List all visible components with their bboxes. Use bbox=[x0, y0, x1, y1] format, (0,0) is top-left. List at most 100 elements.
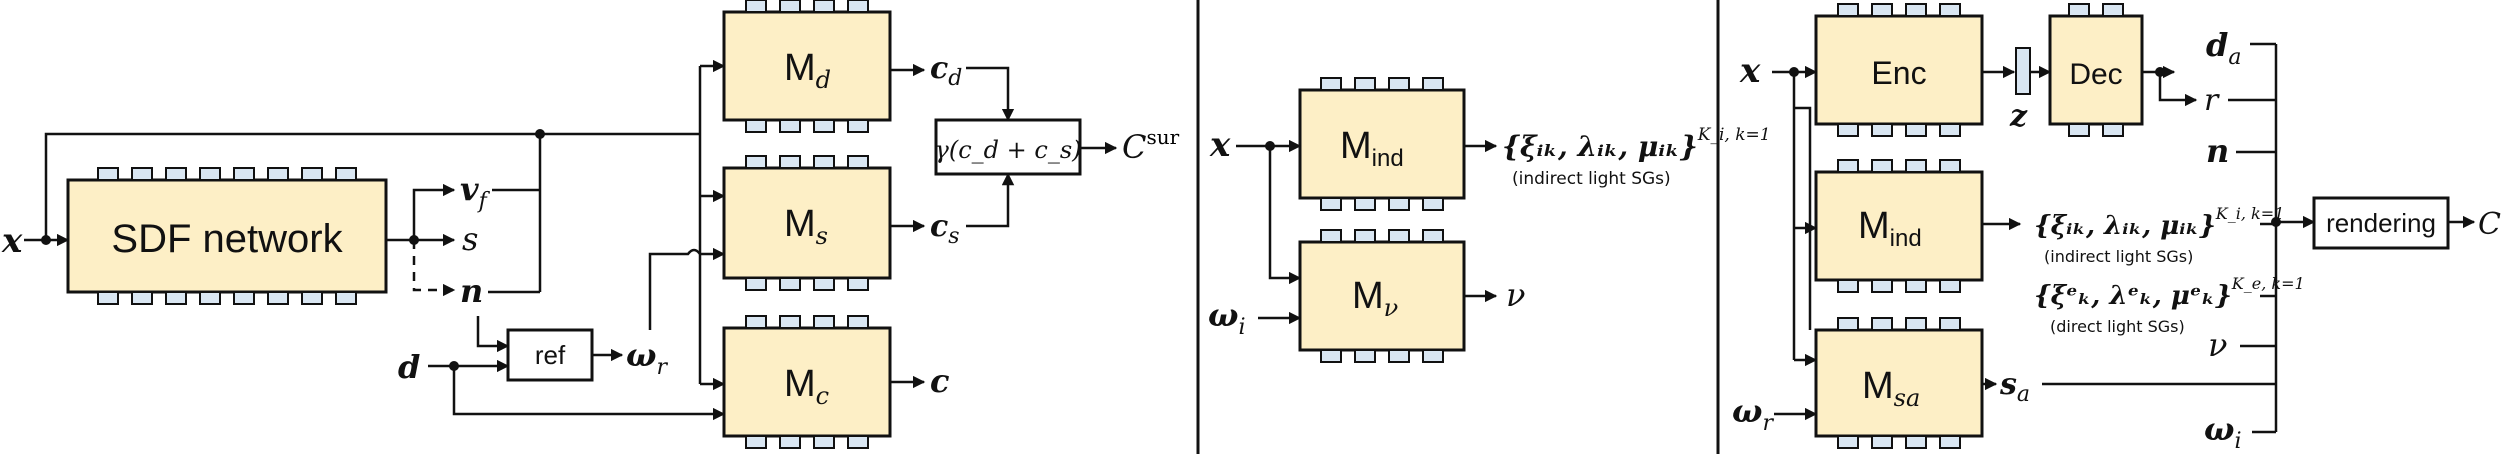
top-tab bbox=[1939, 317, 1961, 331]
bottom-tab bbox=[745, 119, 767, 133]
bottom-tab bbox=[779, 435, 801, 449]
top-tab bbox=[1871, 3, 1893, 17]
top-tab bbox=[1871, 317, 1893, 331]
bottom-tab bbox=[1354, 349, 1376, 363]
top-tab bbox=[1320, 77, 1342, 91]
bottom-tab bbox=[1837, 123, 1859, 137]
right-m-ind-label: Mind bbox=[1858, 205, 1922, 252]
top-tab bbox=[1939, 3, 1961, 17]
top-tab bbox=[233, 167, 255, 181]
top-tab bbox=[199, 167, 221, 181]
n-arrow-dashed bbox=[412, 240, 456, 297]
top-tab bbox=[1871, 159, 1893, 173]
r-label: r bbox=[2204, 83, 2220, 118]
d-label: d bbox=[398, 348, 420, 386]
sdf-network-label: SDF network bbox=[111, 217, 343, 261]
top-tab bbox=[1939, 159, 1961, 173]
cs-to-combine bbox=[966, 172, 1015, 228]
bottom-tab bbox=[1388, 197, 1410, 211]
bottom-tab bbox=[847, 435, 869, 449]
z-latent-box bbox=[2015, 47, 2031, 95]
top-tab bbox=[267, 167, 289, 181]
direct-note: (direct light SGs) bbox=[2050, 317, 2185, 336]
right-nu-label: ν bbox=[2208, 326, 2227, 364]
dec-label: Dec bbox=[2069, 58, 2122, 91]
top-tab bbox=[779, 155, 801, 169]
ref-label: ref bbox=[535, 340, 566, 370]
bottom-tab bbox=[131, 291, 153, 305]
top-tab bbox=[847, 0, 869, 13]
mid-indirect-note: (indirect light SGs) bbox=[1512, 169, 1671, 189]
top-tab bbox=[1422, 229, 1444, 243]
bottom-tab bbox=[1871, 435, 1893, 449]
bottom-tab bbox=[1388, 349, 1410, 363]
top-tab bbox=[1905, 317, 1927, 331]
bottom-tab bbox=[1837, 435, 1859, 449]
bottom-tab bbox=[2102, 123, 2124, 137]
bottom-tab bbox=[233, 291, 255, 305]
bus-join-dot bbox=[2271, 217, 2281, 227]
z-label: z bbox=[2009, 99, 2028, 134]
dec-to-r bbox=[2158, 72, 2198, 107]
middle-panel: x ωi Mind Mν {ξᵢₖ, λᵢₖ, μᵢₖ}K_i, k=1 (in… bbox=[1208, 88, 1771, 352]
m-sa-label: Msa bbox=[1862, 365, 1920, 412]
top-tab bbox=[1837, 317, 1859, 331]
bottom-tab bbox=[1354, 197, 1376, 211]
top-tab bbox=[2102, 3, 2124, 17]
right-panel: x ωr Enc Dec z da r n Mind Msa {ξᵢₖ, λᵢₖ… bbox=[1732, 14, 2501, 454]
right-x-label: x bbox=[1739, 51, 1761, 91]
top-tab bbox=[1905, 159, 1927, 173]
mid-m-ind-label: Mind bbox=[1340, 125, 1404, 172]
bottom-tab bbox=[2068, 123, 2090, 137]
m-d-box bbox=[722, 10, 892, 122]
top-tab bbox=[97, 167, 119, 181]
top-tab bbox=[1388, 77, 1410, 91]
output-c-label: C bbox=[2478, 207, 2501, 242]
bottom-tab bbox=[301, 291, 323, 305]
top-tab bbox=[131, 167, 153, 181]
omega-r-label: ωr bbox=[626, 336, 668, 380]
n-label: n bbox=[460, 272, 483, 310]
bottom-tab bbox=[745, 435, 767, 449]
top-tab bbox=[1354, 229, 1376, 243]
top-tab bbox=[1837, 159, 1859, 173]
top-tab bbox=[745, 0, 767, 13]
d-a-label: da bbox=[2206, 26, 2242, 70]
left-x-label: x bbox=[1, 221, 23, 261]
vf-label: vf bbox=[460, 170, 491, 214]
bottom-tab bbox=[813, 277, 835, 291]
bottom-tab bbox=[847, 119, 869, 133]
bottom-tab bbox=[813, 435, 835, 449]
c-sur-label: Csur bbox=[1122, 125, 1180, 166]
enc-label: Enc bbox=[1871, 55, 1926, 91]
mid-indirect-sgs-label: {ξᵢₖ, λᵢₖ, μᵢₖ}K_i, k=1 bbox=[1502, 125, 1771, 163]
bottom-tab bbox=[97, 291, 119, 305]
bottom-tab bbox=[1905, 435, 1927, 449]
m-sa-box bbox=[1814, 328, 1984, 438]
m-c-label: Mc bbox=[784, 363, 829, 410]
m-ind-box-middle bbox=[1298, 88, 1466, 200]
bottom-tab bbox=[779, 119, 801, 133]
bottom-tab bbox=[267, 291, 289, 305]
top-tab bbox=[745, 155, 767, 169]
bottom-tab bbox=[813, 119, 835, 133]
mid-nu-label: ν bbox=[1506, 276, 1525, 314]
right-omega-i-label: ωi bbox=[2204, 410, 2242, 454]
top-tab bbox=[1422, 77, 1444, 91]
top-tab bbox=[813, 315, 835, 329]
right-x-to-enc-bottom bbox=[1794, 106, 1812, 330]
m-d-label: Md bbox=[784, 47, 831, 94]
n-to-ref bbox=[476, 316, 510, 353]
top-tab bbox=[165, 167, 187, 181]
top-tab bbox=[779, 0, 801, 13]
bottom-tab bbox=[1939, 123, 1961, 137]
direct-sgs-label: {ξᵉₖ, λᵉₖ, μᵉₖ}K_e, k=1 bbox=[2034, 274, 2305, 311]
mid-x-label: x bbox=[1209, 125, 1231, 165]
bottom-tab bbox=[1837, 279, 1859, 293]
top-tab bbox=[847, 155, 869, 169]
cd-to-combine bbox=[966, 66, 1015, 122]
m-s-box bbox=[722, 166, 892, 280]
m-ind-box-right bbox=[1814, 170, 1984, 282]
bottom-tab bbox=[745, 277, 767, 291]
